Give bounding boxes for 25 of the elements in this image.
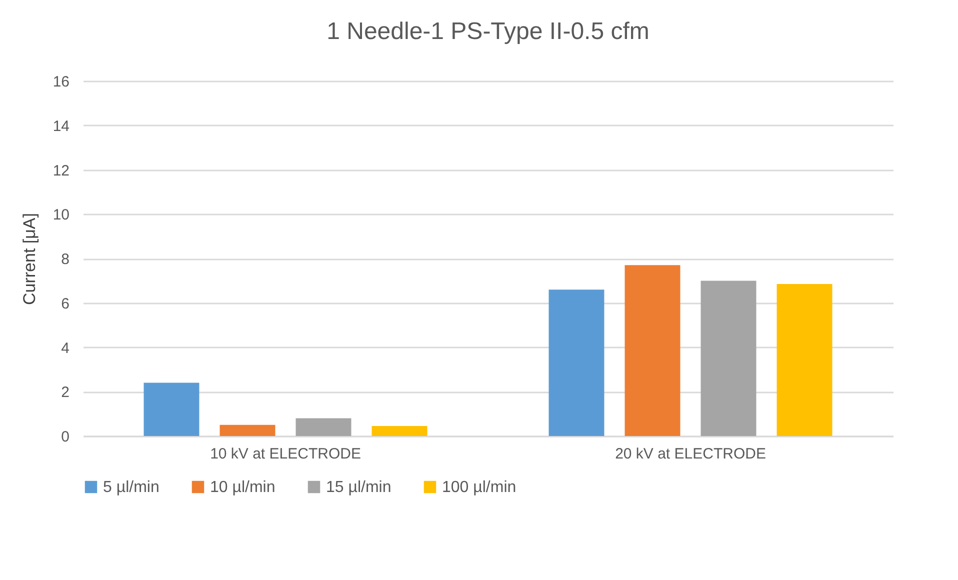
y-tick-label: 2 xyxy=(61,384,70,402)
y-tick-label: 12 xyxy=(52,162,70,180)
bar xyxy=(624,265,680,436)
bar xyxy=(296,418,352,436)
legend-label: 15 µl/min xyxy=(326,479,392,496)
bar xyxy=(220,424,276,436)
bar xyxy=(548,290,604,436)
y-tick-label: 10 xyxy=(52,206,70,224)
y-tick-label: 8 xyxy=(61,251,70,268)
y-tick-label: 6 xyxy=(61,295,70,312)
legend-label: 100 µl/min xyxy=(442,479,516,496)
x-tick-label: 10 kV at ELECTRODE xyxy=(210,446,361,462)
y-tick-label: 4 xyxy=(61,340,70,357)
chart-title: 1 Needle-1 PS-Type II-0.5 cfm xyxy=(326,18,650,45)
y-tick-label: 0 xyxy=(61,428,70,446)
bar xyxy=(776,284,832,436)
bar xyxy=(144,382,200,436)
bar xyxy=(700,280,756,436)
legend-label: 10 µl/min xyxy=(210,479,276,496)
y-tick-label: 16 xyxy=(52,74,70,90)
y-axis-title: Current [μA] xyxy=(20,213,39,305)
y-tick-label: 14 xyxy=(52,118,70,135)
bar xyxy=(372,426,428,436)
legend-label: 5 µl/min xyxy=(103,479,160,496)
x-tick-label: 20 kV at ELECTRODE xyxy=(615,446,766,462)
